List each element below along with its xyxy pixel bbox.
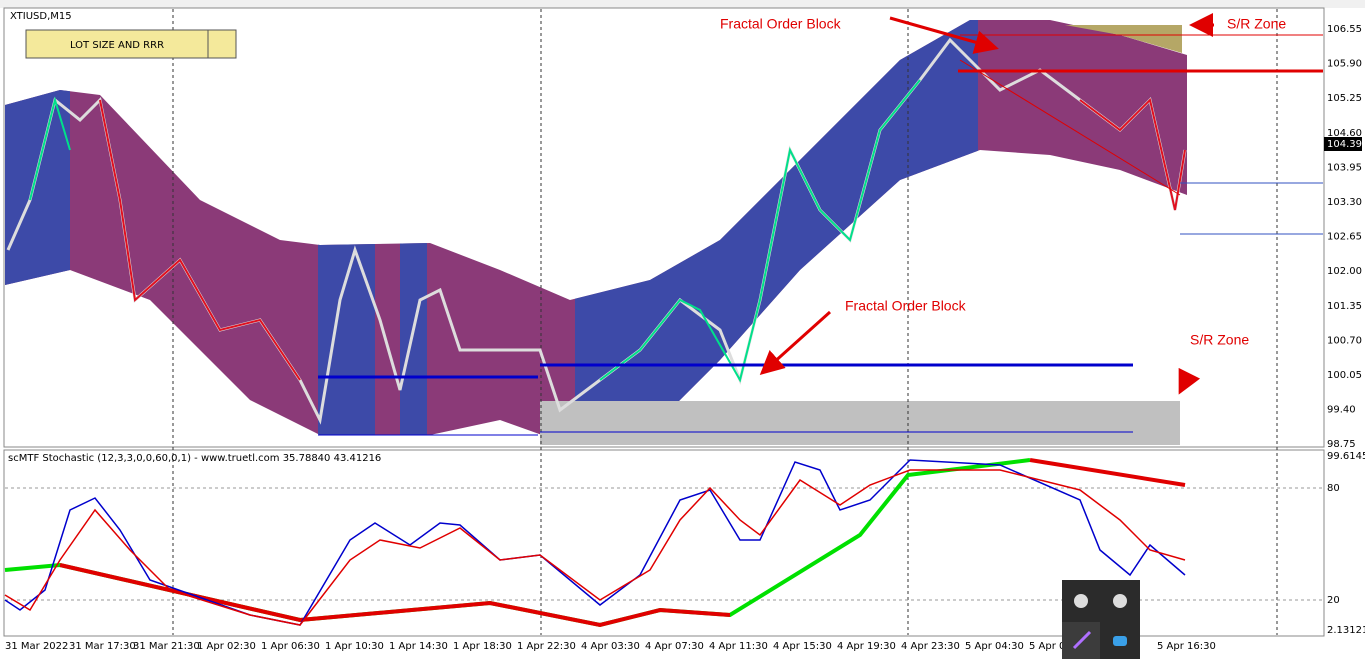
- stochastic-lines: [4, 458, 1186, 628]
- time-tick-label: 4 Apr 03:30: [581, 641, 640, 652]
- price-tick-label: 99.40: [1327, 405, 1356, 416]
- time-tick-label: 1 Apr 06:30: [261, 641, 320, 652]
- price-tick-label: 104.60: [1327, 128, 1362, 139]
- price-tick-label: 101.35: [1327, 301, 1362, 312]
- time-tick-label: 4 Apr 23:30: [901, 641, 960, 652]
- indicator-tick-label: 2.13121: [1327, 625, 1365, 636]
- indicator-tick-label: 80: [1327, 483, 1340, 494]
- time-tick-label: 1 Apr 10:30: [325, 641, 384, 652]
- price-tick-label: 100.05: [1327, 370, 1362, 381]
- time-tick-label: 5 Apr 16:30: [1157, 641, 1216, 652]
- time-tick-label: 4 Apr 07:30: [645, 641, 704, 652]
- sr-zone: [1065, 25, 1182, 53]
- price-tick-label: 98.75: [1327, 439, 1356, 450]
- price-tick-label: 105.90: [1327, 59, 1362, 70]
- time-tick-label: 31 Mar 21:30: [133, 641, 200, 652]
- indicator-tick-label: 20: [1327, 595, 1340, 606]
- price-tick-label: 103.95: [1327, 162, 1362, 173]
- lot-size-button[interactable]: [25, 29, 209, 59]
- price-tick-label: 105.25: [1327, 93, 1362, 104]
- time-tick-label: 4 Apr 19:30: [837, 641, 896, 652]
- indicator-label: scMTF Stochastic (12,3,3,0,0,60,0,1) - w…: [8, 453, 381, 464]
- price: [599, 79, 921, 383]
- time-tick-label: 31 Mar 17:30: [69, 641, 136, 652]
- button-label: LOT SIZE AND RRR: [70, 40, 164, 51]
- price-tick-label: 102.65: [1327, 232, 1362, 243]
- time-tick-label: 31 Mar 2022: [5, 641, 68, 652]
- time-tick-label: 4 Apr 15:30: [773, 641, 832, 652]
- time-tick-label: 1 Apr 18:30: [453, 641, 512, 652]
- time-tick-label: 5 Apr 04:30: [965, 641, 1024, 652]
- price: [29, 96, 71, 201]
- price-tick-label: 106.55: [1327, 24, 1362, 35]
- indicator-tick-label: 99.61455: [1327, 451, 1365, 462]
- settings-button[interactable]: [207, 29, 237, 59]
- annotation: Fractal Order Block: [845, 298, 967, 314]
- tray-icon[interactable]: [1113, 636, 1127, 646]
- time-tick-label: 5 Apr 08:30: [1029, 641, 1088, 652]
- price-tick-label: 100.70: [1327, 335, 1362, 346]
- sr-zone: [540, 401, 1180, 445]
- current-price-box: [1324, 137, 1362, 151]
- levels: [318, 34, 1323, 436]
- tray-icon[interactable]: [1072, 630, 1092, 650]
- price: [1079, 98, 1186, 211]
- tray-icon[interactable]: [1074, 594, 1088, 608]
- annotation: S/R Zone: [1227, 16, 1286, 32]
- time-tick-label: 1 Apr 02:30: [197, 641, 256, 652]
- annotation: Fractal Order Block: [720, 16, 842, 32]
- price-tick-label: 103.30: [1327, 197, 1362, 208]
- toolbar: [0, 0, 1365, 8]
- price: [99, 99, 301, 381]
- time-tick-label: 4 Apr 11:30: [709, 641, 768, 652]
- time-tick-label: 1 Apr 22:30: [517, 641, 576, 652]
- symbol-label: XTIUSD,M15: [10, 11, 72, 22]
- arrow: [759, 13, 1214, 395]
- current-price: 104.39: [1327, 139, 1362, 150]
- annotation: S/R Zone: [1190, 332, 1249, 348]
- time-tick-label: 1 Apr 14:30: [389, 641, 448, 652]
- price-tick-label: 102.00: [1327, 266, 1362, 277]
- tray-icon[interactable]: [1113, 594, 1127, 608]
